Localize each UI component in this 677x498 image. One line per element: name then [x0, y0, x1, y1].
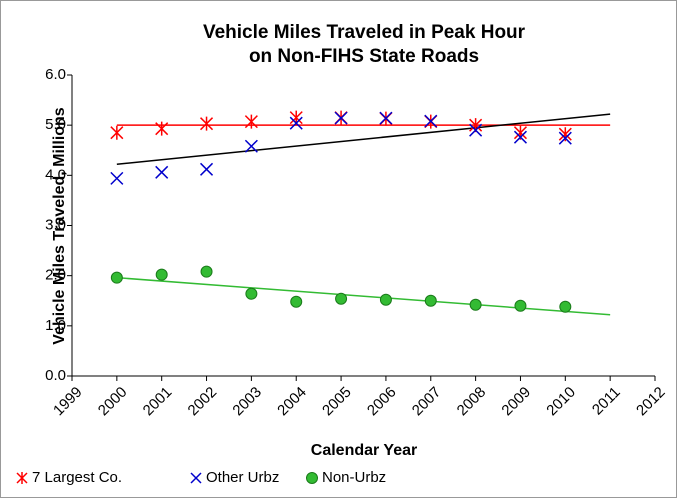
marker [424, 294, 437, 307]
marker [200, 116, 214, 131]
marker [379, 111, 393, 125]
y-tick-label: 0.0 [45, 367, 66, 384]
data-point [424, 294, 437, 307]
marker [155, 165, 169, 179]
data-point [559, 300, 572, 313]
marker [244, 139, 258, 153]
data-point [244, 139, 258, 153]
data-point [424, 114, 438, 128]
data-point [289, 116, 303, 130]
data-point [290, 295, 303, 308]
data-point [200, 116, 214, 131]
legend-label: Non-Urbz [322, 469, 386, 486]
marker [379, 293, 392, 306]
marker [16, 472, 28, 484]
marker [469, 123, 483, 137]
data-point [244, 114, 258, 129]
legend-entry: Other Urbz [190, 469, 279, 486]
marker [469, 298, 482, 311]
data-point [200, 162, 214, 176]
y-tick-label: 3.0 [45, 216, 66, 233]
data-point [379, 111, 393, 125]
marker [424, 114, 438, 128]
data-point [469, 298, 482, 311]
chart-title: Vehicle Miles Traveled in Peak Hour [203, 22, 526, 43]
marker [290, 295, 303, 308]
legend-marker [16, 472, 28, 484]
data-point [513, 130, 527, 144]
marker [513, 130, 527, 144]
marker [514, 299, 527, 312]
marker [559, 300, 572, 313]
data-point [110, 271, 123, 284]
trend-line [116, 276, 611, 316]
legend-entry: 7 Largest Co. [16, 469, 122, 486]
data-point [514, 299, 527, 312]
data-point [334, 111, 348, 125]
marker [335, 292, 348, 305]
legend-label: Other Urbz [206, 469, 279, 486]
legend-marker [306, 472, 318, 484]
data-point [155, 165, 169, 179]
legend-entry: Non-Urbz [306, 469, 386, 486]
trend-line [116, 113, 611, 166]
marker [200, 162, 214, 176]
y-tick-label: 4.0 [45, 166, 66, 183]
x-axis-title: Calendar Year [311, 442, 417, 459]
marker [558, 131, 572, 145]
marker [110, 271, 123, 284]
legend-label: 7 Largest Co. [32, 469, 122, 486]
legend-box [10, 462, 667, 496]
marker [190, 472, 202, 484]
marker [289, 116, 303, 130]
data-point [335, 292, 348, 305]
data-point [155, 121, 169, 136]
marker [306, 472, 318, 484]
y-tick-label: 5.0 [45, 116, 66, 133]
chart-title: on Non-FIHS State Roads [249, 46, 479, 67]
data-point [469, 123, 483, 137]
y-tick-label: 2.0 [45, 267, 66, 284]
legend-marker [190, 472, 202, 484]
data-point [110, 125, 124, 140]
marker [334, 111, 348, 125]
data-point [110, 171, 124, 185]
marker [244, 114, 258, 129]
marker [200, 265, 213, 278]
y-tick-label: 6.0 [45, 66, 66, 83]
marker [245, 287, 258, 300]
data-point [155, 268, 168, 281]
marker [110, 171, 124, 185]
data-point [558, 131, 572, 145]
marker [155, 268, 168, 281]
data-point [200, 265, 213, 278]
data-point [245, 287, 258, 300]
marker [155, 121, 169, 136]
marker [110, 125, 124, 140]
data-point [379, 293, 392, 306]
y-axis-title: Vehicle Miles Traveled, Millions [51, 107, 68, 345]
y-tick-label: 1.0 [45, 317, 66, 334]
